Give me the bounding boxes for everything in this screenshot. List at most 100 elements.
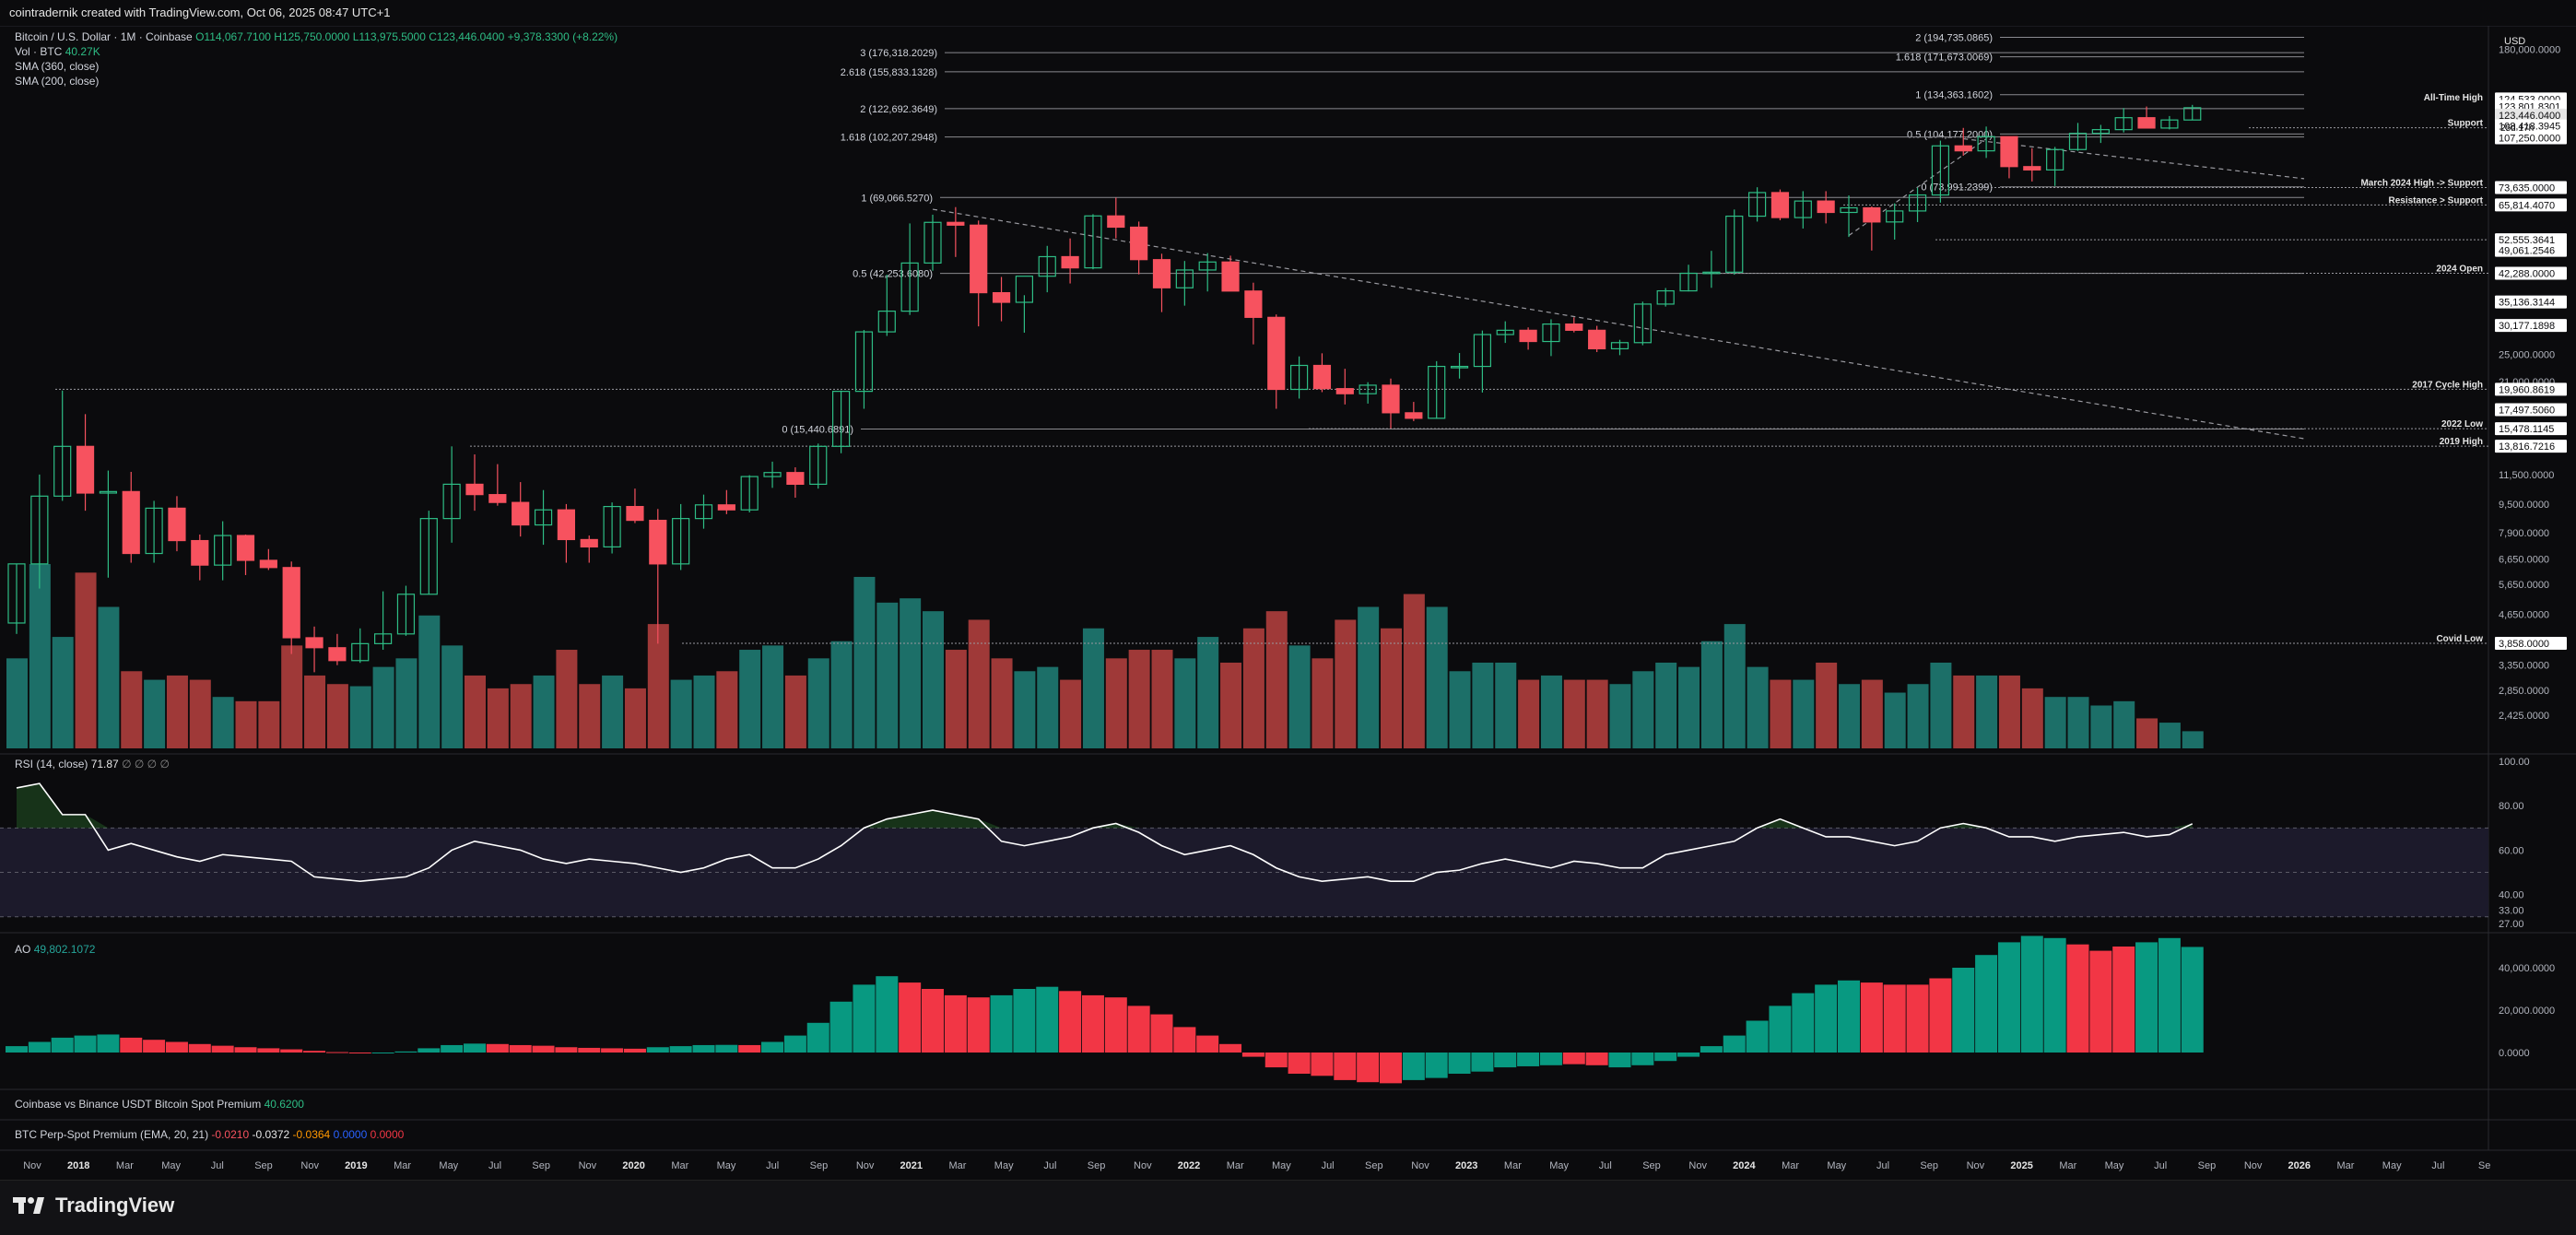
- volume-bar: [1793, 679, 1815, 748]
- time-tick-label: Mar: [1227, 1160, 1244, 1171]
- ao-value: 49,802.1072: [33, 943, 96, 956]
- level-annotation: 2024 Open: [2436, 265, 2483, 275]
- rsi-legend[interactable]: RSI (14, close) 71.87 ∅ ∅ ∅ ∅: [15, 758, 170, 770]
- candle: [419, 518, 438, 595]
- candle: [786, 472, 805, 486]
- spot-premium-legend[interactable]: Coinbase vs Binance USDT Bitcoin Spot Pr…: [15, 1098, 304, 1111]
- candle: [1954, 145, 1972, 152]
- ao-legend[interactable]: AO 49,802.1072: [15, 943, 95, 956]
- time-tick-label: Nov: [1688, 1160, 1707, 1171]
- ao-bar: [97, 1034, 120, 1053]
- volume-bar: [1700, 641, 1723, 748]
- price-badge: 65,814.4070: [2499, 200, 2555, 211]
- ao-bar: [1631, 1053, 1654, 1065]
- candle: [1312, 364, 1332, 390]
- time-axis[interactable]: Nov 2018 Mar May Jul Sep Nov 2019 Mar May Jul Sep No…: [23, 1160, 2490, 1171]
- bar-countdown: 25d 17h: [2500, 124, 2534, 134]
- volume-label[interactable]: Vol · BTC: [15, 45, 63, 58]
- time-tick-label: Mar: [1782, 1160, 1799, 1171]
- volume-bar: [1518, 679, 1540, 748]
- perp-premium-legend[interactable]: BTC Perp-Spot Premium (EMA, 20, 21) -0.0…: [15, 1128, 404, 1141]
- volume-bar: [579, 684, 601, 748]
- price-tick-label: 2,850.0000: [2499, 686, 2549, 697]
- sma-360-label[interactable]: SMA (360, close): [15, 60, 100, 73]
- candle: [191, 539, 209, 566]
- volume-bar: [52, 637, 74, 748]
- price-badge-bg: [2495, 440, 2567, 453]
- candles: [7, 104, 2202, 673]
- price-tick-label: 7,900.0000: [2499, 528, 2549, 539]
- ao-bar: [1241, 1053, 1264, 1057]
- perp-value-1: -0.0210: [211, 1128, 250, 1141]
- candle: [1656, 289, 1675, 305]
- candle: [1588, 329, 1606, 350]
- rsi-value: 71.87: [90, 758, 119, 770]
- price-tick-label: 4,650.0000: [2499, 610, 2549, 621]
- time-tick-label: 2023: [1455, 1160, 1477, 1171]
- candle: [603, 505, 621, 547]
- time-tick-label: Sep: [810, 1160, 829, 1171]
- volume-bar: [304, 675, 326, 748]
- volume-bar: [1747, 666, 1769, 748]
- candle: [1061, 255, 1079, 269]
- brand-name: TradingView: [55, 1194, 175, 1217]
- volume-bar: [1976, 675, 1998, 748]
- candle: [282, 567, 300, 639]
- price-badge: 15,478.1145: [2499, 424, 2554, 435]
- candle: [374, 633, 393, 644]
- candle: [236, 535, 255, 561]
- ao-bar: [188, 1043, 211, 1053]
- ao-bar: [394, 1051, 418, 1053]
- time-tick-label: May: [2105, 1160, 2124, 1171]
- time-tick-label: Nov: [579, 1160, 597, 1171]
- time-tick-label: Nov: [1134, 1160, 1152, 1171]
- sma-200-label[interactable]: SMA (200, close): [15, 75, 100, 88]
- candle: [1152, 259, 1171, 288]
- ao-bar: [1264, 1053, 1288, 1068]
- symbol-title[interactable]: Bitcoin / U.S. Dollar · 1M · Coinbase: [15, 30, 193, 43]
- level-annotation: Support: [2448, 119, 2484, 129]
- ao-bar: [1219, 1043, 1242, 1053]
- perp-value-3: -0.0364: [292, 1128, 331, 1141]
- volume-bar: [647, 624, 669, 748]
- ao-bar: [120, 1037, 143, 1053]
- volume-bar: [900, 598, 922, 748]
- tradingview-logo[interactable]: TradingView: [13, 1194, 174, 1217]
- chart-canvas[interactable]: 1 (69,066.5270) 0.5 (42,253.6080) 0 (15,44…: [0, 26, 2576, 1180]
- ao-pane[interactable]: 40,000.0000 20,000.0000 0.0000: [6, 935, 2555, 1084]
- volume-bar: [739, 650, 761, 748]
- time-tick-label: Mar: [2337, 1160, 2355, 1171]
- candle: [694, 504, 713, 520]
- price-tick-label: 180,000.0000: [2499, 45, 2560, 56]
- candle: [442, 483, 461, 520]
- price-axis[interactable]: 180,000.000025,000.000021,000.000011,500…: [2495, 36, 2567, 722]
- price-badge-bg: [2495, 266, 2567, 280]
- volume-bar: [2113, 700, 2135, 748]
- candle: [1725, 215, 1744, 273]
- footer-brand-bar: TradingView: [0, 1180, 2576, 1235]
- rsi-overbought-fill: [17, 783, 2193, 829]
- ao-bar: [990, 994, 1013, 1053]
- ao-bar: [1036, 986, 1059, 1053]
- rsi-pane[interactable]: 100.00 80.00 60.00 40.00 33.00 27.00: [0, 757, 2530, 930]
- volume-bar: [441, 645, 464, 748]
- ao-bar: [257, 1048, 280, 1053]
- candle: [488, 494, 507, 503]
- candle: [1747, 192, 1767, 218]
- time-tick-label: Sep: [532, 1160, 550, 1171]
- ao-bar: [829, 1001, 853, 1053]
- volume-bar: [1312, 658, 1334, 748]
- time-tick-label: Sep: [1088, 1160, 1106, 1171]
- rsi-tick-label: 33.00: [2499, 906, 2524, 917]
- time-tick-label: Mar: [2059, 1160, 2076, 1171]
- candle: [1221, 261, 1240, 292]
- candle: [1335, 388, 1354, 394]
- price-badge: 107,250.0000: [2499, 133, 2560, 144]
- ao-bar: [783, 1035, 806, 1053]
- candle: [1542, 323, 1560, 343]
- time-tick-label: 2021: [900, 1160, 923, 1171]
- ao-bar: [143, 1040, 166, 1053]
- ao-bar: [1746, 1020, 1769, 1053]
- price-badge: 19,960.8619: [2499, 384, 2555, 395]
- rsi-extra: ∅ ∅ ∅ ∅: [122, 758, 170, 770]
